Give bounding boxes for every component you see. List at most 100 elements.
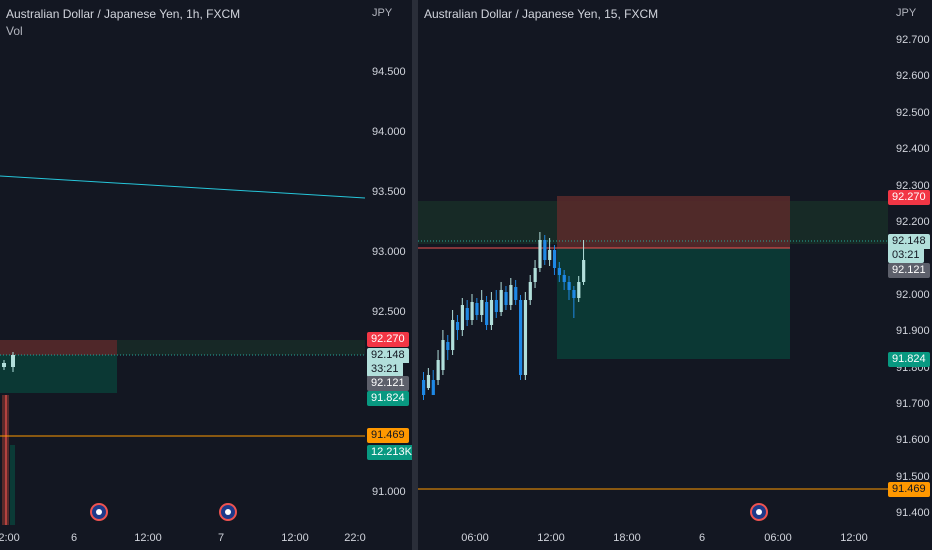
x-tick: 12:00 (537, 532, 565, 544)
stop-price-tag: 92.270 (367, 332, 409, 347)
trend-line[interactable] (0, 175, 366, 199)
chart-pane-1h[interactable]: Australian Dollar / Japanese Yen, 1h, FX… (0, 0, 412, 550)
candle (509, 285, 513, 305)
target-price-tag: 91.824 (367, 391, 409, 406)
y-tick: 91.600 (896, 434, 930, 446)
x-tick: 12:00 (134, 532, 162, 544)
candle (533, 268, 537, 282)
chart-canvas-15m[interactable] (418, 0, 932, 550)
y-tick: 91.500 (896, 471, 930, 483)
candle (451, 320, 455, 350)
candle (465, 308, 469, 320)
candle (543, 240, 547, 260)
candle (494, 300, 498, 312)
candle (446, 342, 450, 350)
x-tick: 18:00 (613, 532, 641, 544)
candle (567, 282, 571, 290)
entry-band (117, 340, 365, 355)
candle (431, 380, 435, 395)
y-tick: 93.500 (372, 186, 406, 198)
volume-tag: 12.213K (367, 445, 412, 460)
current-price-tag: 92.148 (367, 348, 409, 363)
economic-event-icon[interactable] (219, 503, 237, 521)
target-price-tag: 91.824 (888, 352, 930, 367)
x-tick: 22:0 (344, 532, 366, 544)
x-tick: 6 (70, 532, 78, 544)
candle (2, 363, 6, 367)
candle (528, 282, 532, 300)
candles-group (422, 232, 586, 400)
candle (582, 260, 586, 282)
stop-loss-zone[interactable] (557, 196, 790, 248)
candle (552, 250, 557, 268)
y-tick: 92.400 (896, 143, 930, 155)
y-tick: 93.000 (372, 246, 406, 258)
y-tick: 91.700 (896, 398, 930, 410)
candle (548, 250, 552, 260)
candle (480, 300, 484, 315)
level-price-tag: 91.469 (888, 482, 930, 497)
candle-countdown: 33:21 (367, 362, 403, 377)
candle (489, 300, 494, 325)
x-tick: 6 (698, 532, 706, 544)
candle (514, 287, 518, 300)
currency-label: JPY (896, 7, 917, 19)
candle (519, 300, 523, 375)
pane-divider[interactable] (412, 0, 418, 550)
candle (426, 375, 431, 388)
y-tick: 92.700 (896, 34, 930, 46)
y-tick: 92.300 (896, 180, 930, 192)
candle (441, 340, 445, 370)
y-tick: 92.600 (896, 70, 930, 82)
y-tick: 94.000 (372, 126, 406, 138)
currency-label: JPY (372, 7, 393, 19)
y-tick: 91.900 (896, 325, 930, 337)
y-tick: 92.200 (896, 216, 930, 228)
candle (475, 303, 479, 315)
y-tick: 92.500 (896, 107, 930, 119)
candle (11, 355, 15, 367)
candle (470, 302, 474, 320)
y-tick: 91.400 (896, 507, 930, 519)
level-price-tag: 91.469 (367, 428, 409, 443)
candle (577, 282, 581, 298)
x-tick: 22:00 (0, 532, 20, 544)
chart-title[interactable]: Australian Dollar / Japanese Yen, 15, FX… (424, 7, 659, 21)
candle (538, 240, 542, 268)
x-tick: 12:00 (281, 532, 309, 544)
x-tick: 7 (217, 532, 225, 544)
stop-price-tag: 92.270 (888, 190, 930, 205)
economic-event-icon[interactable] (90, 503, 108, 521)
volume-bar (5, 395, 7, 525)
candle (485, 302, 489, 325)
current-price-tag: 92.148 (888, 234, 930, 249)
candle (455, 322, 460, 330)
entry-price-tag: 92.121 (888, 263, 930, 278)
take-profit-zone[interactable] (0, 355, 117, 393)
volume-indicator-label[interactable]: Vol (6, 24, 23, 38)
chart-pane-15m[interactable]: Australian Dollar / Japanese Yen, 15, FX… (418, 0, 932, 550)
candle (562, 275, 566, 282)
stop-loss-zone[interactable] (0, 340, 117, 355)
candle (523, 300, 528, 375)
candle (436, 360, 440, 380)
candle (499, 290, 503, 312)
chart-title[interactable]: Australian Dollar / Japanese Yen, 1h, FX… (6, 7, 241, 21)
y-tick: 92.500 (372, 306, 406, 318)
y-tick: 94.500 (372, 66, 406, 78)
entry-price-tag: 92.121 (367, 376, 409, 391)
candle (504, 292, 508, 305)
chart-canvas-1h[interactable] (0, 0, 412, 550)
y-tick: 91.000 (372, 486, 406, 498)
y-tick: 92.000 (896, 289, 930, 301)
take-profit-zone[interactable] (557, 248, 790, 359)
candle (557, 268, 561, 275)
candle (422, 380, 426, 395)
economic-event-icon[interactable] (750, 503, 768, 521)
volume-bar (10, 445, 15, 525)
x-tick: 06:00 (461, 532, 489, 544)
x-tick: 12:00 (840, 532, 868, 544)
x-tick: 06:00 (764, 532, 792, 544)
candle (460, 305, 464, 330)
candle (572, 290, 576, 298)
